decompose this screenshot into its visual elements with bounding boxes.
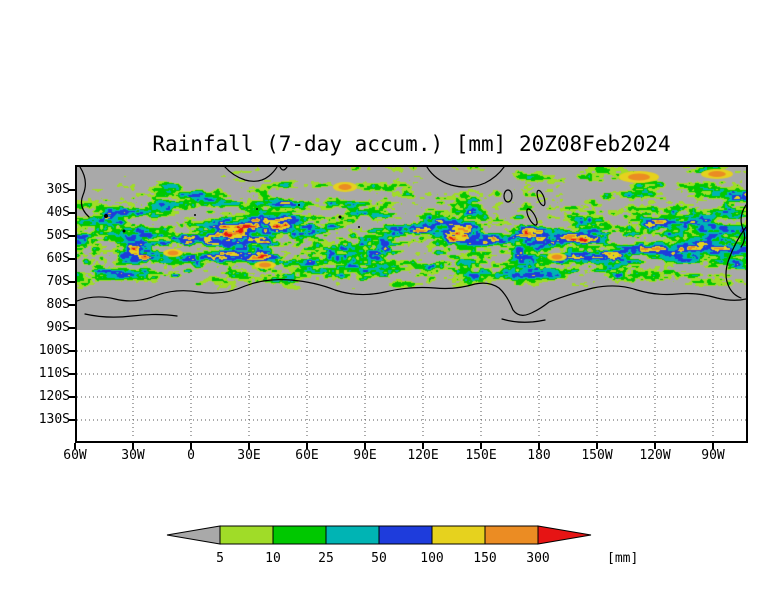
tick-mark [69,373,75,375]
x-tick-label: 180 [527,448,551,463]
coastline-australia [426,167,505,188]
colorbar-tick-label: 300 [526,551,549,566]
rainfall-raster [77,167,746,330]
y-tick-label: 40S [46,205,70,220]
tick-mark [69,304,75,306]
chart-title: Rainfall (7-day accum.) [mm] 20Z08Feb202… [152,132,671,156]
island-dot [298,204,300,206]
island-dot [256,208,258,210]
y-tick-label: 130S [38,412,70,427]
tick-mark [596,443,598,449]
colorbar-segment-above-300 [537,525,592,545]
colorbar-segment-25-50 [325,525,380,545]
colorbar-tick-label: 100 [420,551,443,566]
tick-mark [69,189,75,191]
colorbar-tick-label: 5 [216,551,224,566]
island-dot [358,226,360,228]
tick-mark [422,443,424,449]
tick-mark [480,443,482,449]
y-tick-label: 50S [46,228,70,243]
tick-mark [69,281,75,283]
colorbar-segment-5-10 [219,525,274,545]
tick-mark [190,443,192,449]
tick-mark [69,419,75,421]
coastline-new-zealand-south [526,208,538,226]
x-tick-label: 0 [187,448,195,463]
tick-mark [69,235,75,237]
x-tick-label: 60E [295,448,319,463]
coastline-antarctic-peninsula [725,226,746,299]
colorbar-tick-label: 25 [318,551,334,566]
x-tick-label: 60W [63,448,87,463]
y-tick-label: 70S [46,274,70,289]
tick-mark [538,443,540,449]
x-tick-label: 150E [465,448,497,463]
coastline-madagascar [279,167,288,171]
x-tick-label: 150W [581,448,613,463]
y-tick-label: 110S [38,366,70,381]
colorbar: 5 10 25 50 100 150 300 [mm] [166,525,638,566]
coastline-africa-tip [224,167,278,182]
y-tick-label: 80S [46,297,70,312]
map-plot [75,165,748,443]
x-tick-label: 120W [639,448,671,463]
island-dot [122,229,126,233]
tick-mark [132,443,134,449]
y-tick-label: 30S [46,182,70,197]
tick-mark [69,350,75,352]
coastline-tasmania [503,189,513,203]
coastline-antarctica [77,279,746,316]
tick-mark [69,327,75,329]
y-tick-label: 90S [46,320,70,335]
y-tick-label: 60S [46,251,70,266]
x-tick-label: 90E [353,448,377,463]
x-tick-label: 30E [237,448,261,463]
coastline-ice-shelf-ross [501,318,546,323]
y-tick-label: 100S [38,343,70,358]
tick-mark [69,258,75,260]
map-overlay [77,167,746,439]
coastline-south-america-west [740,204,746,248]
x-tick-label: 90W [701,448,725,463]
colorbar-segment-150-300 [484,525,539,545]
tick-mark [306,443,308,449]
tick-mark [74,443,76,449]
island-dot [194,214,196,216]
tick-mark [69,396,75,398]
colorbar-segment-100-150 [431,525,486,545]
tick-mark [248,443,250,449]
tick-mark [364,443,366,449]
colorbar-segment-50-100 [378,525,433,545]
colorbar-segment-10-25 [272,525,327,545]
tick-mark [654,443,656,449]
tick-mark [69,212,75,214]
coastline-ice-shelf-west [84,313,178,318]
island-dot [104,214,108,218]
coastline-south-america-east [79,167,90,218]
colorbar-tick-label: 10 [265,551,281,566]
coastline-new-zealand-north [536,189,546,207]
x-tick-label: 120E [407,448,439,463]
colorbar-tick-label: 150 [473,551,496,566]
colorbar-segment-below-5 [166,525,221,545]
x-tick-label: 30W [121,448,145,463]
colorbar-tick-label: 50 [371,551,387,566]
tick-mark [712,443,714,449]
island-dot [338,215,342,219]
y-tick-label: 120S [38,389,70,404]
colorbar-units-label: [mm] [607,551,638,566]
